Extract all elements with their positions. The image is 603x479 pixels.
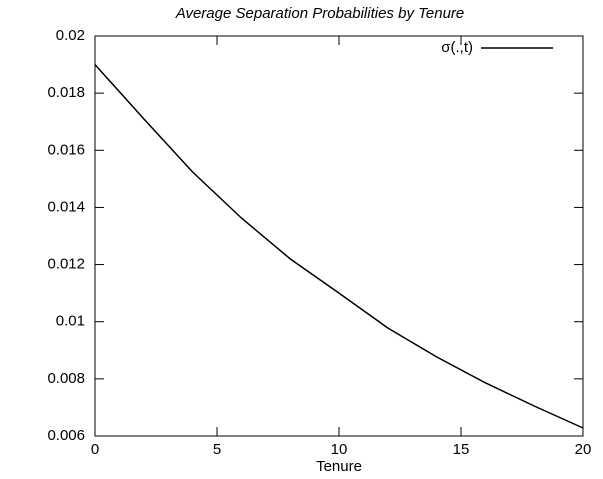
- x-tick-label: 15: [453, 441, 470, 458]
- y-tick-label: 0.014: [47, 198, 85, 215]
- x-axis-label: Tenure: [316, 458, 362, 475]
- line-series: [94, 64, 584, 429]
- y-tick-label: 0.01: [56, 313, 85, 330]
- y-tick-label: 0.012: [47, 256, 85, 273]
- y-tick-label: 0.02: [56, 27, 85, 44]
- y-tick-label: 0.006: [47, 427, 85, 444]
- chart-title: Average Separation Probabilities by Tenu…: [175, 5, 465, 22]
- y-tick-label: 0.016: [47, 141, 85, 158]
- legend-label: σ(.,t): [441, 39, 473, 56]
- x-tick-label: 10: [331, 441, 348, 458]
- plot-frame: [94, 35, 584, 437]
- x-tick-label: 20: [575, 441, 592, 458]
- x-tick-label: 5: [213, 441, 221, 458]
- y-tick-label: 0.008: [47, 370, 85, 387]
- y-tick-label: 0.018: [47, 84, 85, 101]
- x-tick-label: 0: [91, 441, 99, 458]
